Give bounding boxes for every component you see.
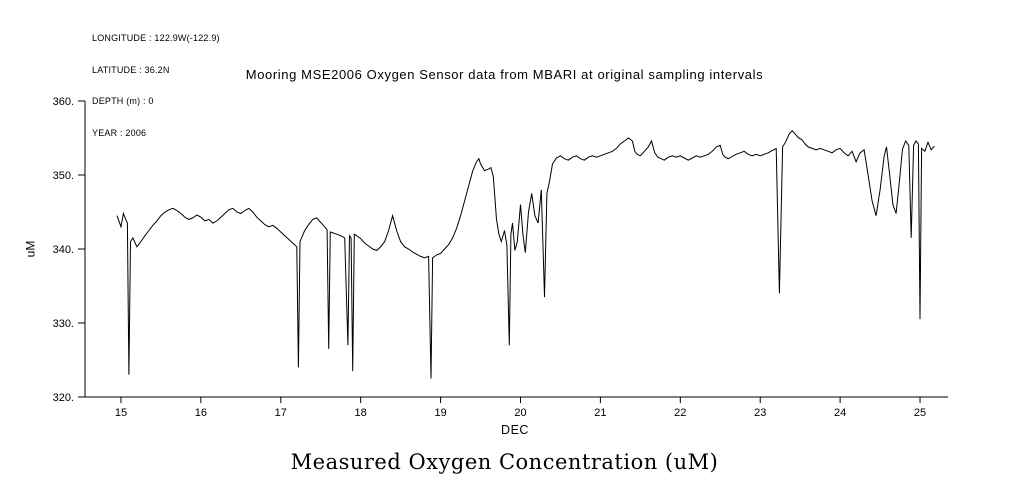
y-tick-label: 360.	[53, 96, 74, 108]
metadata-longitude: LONGITUDE : 122.9W(-122.9)	[92, 33, 220, 43]
y-tick-label: 320.	[53, 392, 74, 404]
metadata-year: YEAR : 2006	[92, 127, 147, 138]
data-line	[116, 129, 935, 379]
chart-title: Mooring MSE2006 Oxygen Sensor data from …	[245, 67, 764, 82]
figure-caption: Measured Oxygen Concentration (uM)	[290, 450, 719, 474]
y-axis-ticks: 320. 330. 340. 350. 360.	[53, 96, 85, 404]
x-tick-label: 22	[674, 407, 686, 419]
x-axis-label: DEC	[501, 423, 529, 437]
x-tick-label: 18	[355, 407, 367, 419]
x-tick-label: 19	[434, 407, 446, 419]
x-tick-label: 15	[115, 407, 127, 419]
x-tick-label: 21	[594, 407, 606, 419]
metadata-depth: DEPTH (m) : 0	[92, 96, 154, 106]
x-axis-ticks: 15 16 17 18 19 20 21 22 23 24 25	[115, 397, 926, 419]
x-tick-label: 24	[834, 407, 846, 419]
x-tick-label: 23	[754, 407, 766, 419]
x-tick-label: 16	[195, 407, 207, 419]
metadata-block: LONGITUDE : 122.9W(-122.9) LATITUDE : 36…	[92, 12, 220, 159]
y-tick-label: 330.	[53, 318, 74, 330]
x-tick-label: 25	[914, 407, 926, 419]
y-tick-label: 340.	[53, 244, 74, 256]
metadata-latitude: LATITUDE : 36.2N	[92, 64, 170, 75]
x-tick-label: 20	[514, 407, 526, 419]
axes	[84, 101, 948, 398]
y-axis-label: uM	[23, 240, 38, 258]
x-tick-label: 17	[275, 407, 287, 419]
y-tick-label: 350.	[53, 170, 74, 182]
